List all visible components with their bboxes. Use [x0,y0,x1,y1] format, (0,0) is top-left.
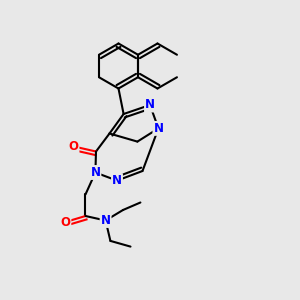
Text: N: N [153,122,164,135]
Text: N: N [145,98,155,112]
Text: N: N [90,166,100,179]
Text: N: N [100,214,111,227]
Text: O: O [68,140,79,153]
Text: N: N [112,174,122,187]
Text: O: O [60,215,70,229]
